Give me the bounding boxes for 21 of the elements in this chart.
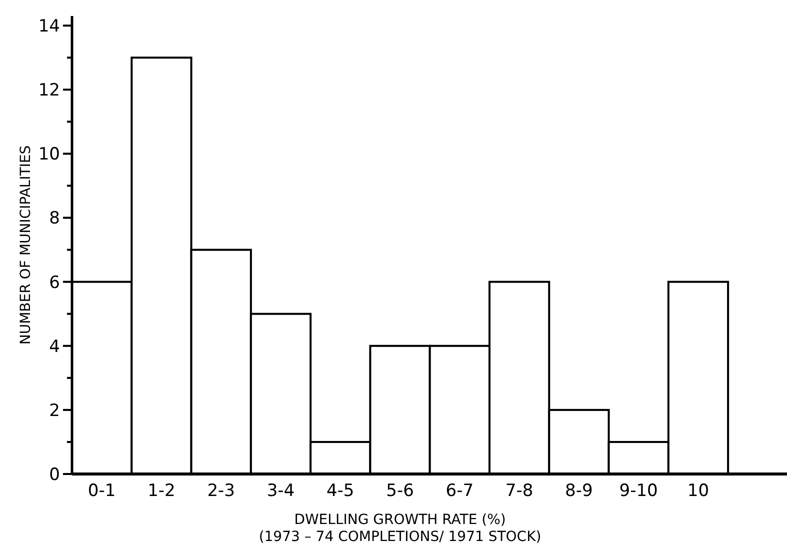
x-tick-label: 2-3 xyxy=(207,481,235,501)
y-tick-label: 4 xyxy=(49,336,60,357)
x-tick-label: 6-7 xyxy=(446,481,474,501)
y-tick-label: 10 xyxy=(38,144,60,165)
x-tick-label: 1-2 xyxy=(148,481,176,501)
x-tick-label: 5-6 xyxy=(386,481,414,501)
y-tick-label: 6 xyxy=(49,272,60,293)
x-tick-label: 9-10 xyxy=(619,481,658,501)
x-tick-label: 0-1 xyxy=(88,481,116,501)
y-tick-label: 0 xyxy=(49,464,60,485)
x-tick-label: 8-9 xyxy=(565,481,593,501)
x-axis-title: DWELLING GROWTH RATE (%) (1973 – 74 COMPLETIONS/ 1971 STOCK) xyxy=(258,512,542,545)
x-tick-label: 7-8 xyxy=(505,481,534,501)
x-tick-label: 4-5 xyxy=(326,481,354,501)
y-tick-label: 14 xyxy=(38,16,60,37)
y-tick-label: 12 xyxy=(38,80,60,101)
y-tick-label: 8 xyxy=(49,208,60,229)
y-tick-label: 2 xyxy=(49,400,60,421)
y-axis-title: NUMBER OF MUNICIPALITIES xyxy=(18,145,34,345)
x-tick-label: 10 xyxy=(687,481,710,501)
x-tick-label: 3-4 xyxy=(266,481,295,501)
